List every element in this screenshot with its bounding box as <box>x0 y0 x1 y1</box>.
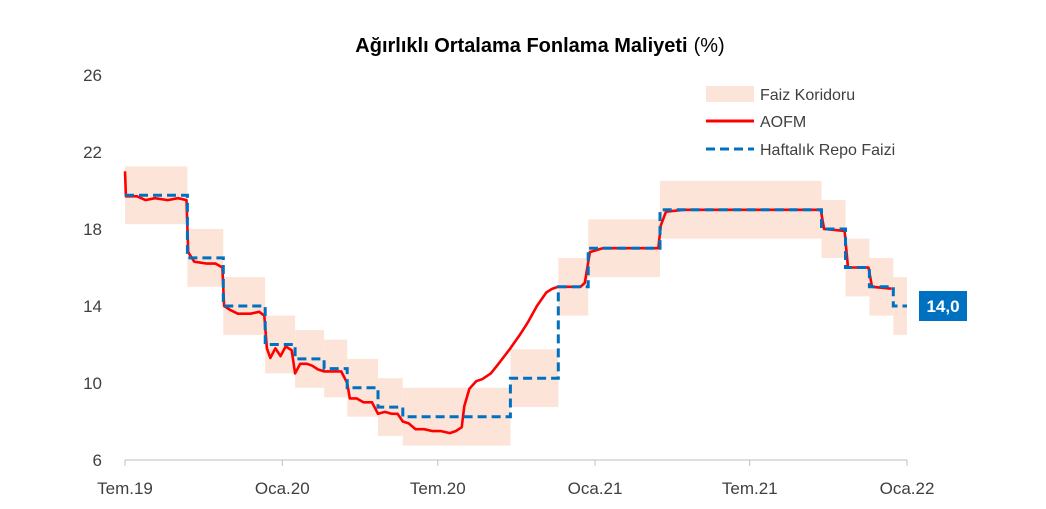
axes: 6 10 14 18 22 26 Tem.19 Oca.20 Tem.20 Oca.21 Tem.2… <box>83 66 934 498</box>
y-tick-label-1: 10 <box>83 374 102 393</box>
chart-title: Ağırlıklı Ortalama Fonlama Maliyeti (%) <box>355 35 724 57</box>
corridor-band-10 <box>510 349 559 408</box>
legend-label-aofm: AOFM <box>760 114 806 131</box>
legend-label-repo: Haftalık Repo Faizi <box>760 142 895 159</box>
y-tick-label-5: 26 <box>83 66 102 85</box>
x-tick-label-3: Oca.21 <box>568 479 623 498</box>
legend-swatch-corridor <box>706 86 754 102</box>
corridor-band-17 <box>893 277 907 335</box>
chart-title-unit: (%) <box>694 35 725 57</box>
end-value-badge-label: 14,0 <box>926 297 959 316</box>
corridor-band-1 <box>145 166 188 225</box>
x-tick-label-0: Tem.19 <box>97 479 153 498</box>
y-tick-label-0: 6 <box>93 451 102 470</box>
aofm-line <box>123 171 892 435</box>
x-tick-label-4: Tem.21 <box>722 479 778 498</box>
x-tick-label-1: Oca.20 <box>255 479 310 498</box>
legend: Faiz Koridoru AOFM Haftalık Repo Faizi <box>706 86 895 159</box>
x-tick-label-5: Oca.22 <box>880 479 935 498</box>
end-value-badge-box <box>919 291 967 321</box>
series-lines <box>123 171 907 435</box>
chart-title-main: Ağırlıklı Ortalama Fonlama Maliyeti <box>355 35 687 57</box>
y-tick-label-4: 22 <box>83 143 102 162</box>
end-value-badge: 14,0 <box>919 291 967 321</box>
y-tick-label-3: 18 <box>83 220 102 239</box>
legend-label-corridor: Faiz Koridoru <box>760 87 855 104</box>
repo-rate-line <box>125 193 907 419</box>
y-tick-label-2: 14 <box>83 297 102 316</box>
x-tick-label-2: Tem.20 <box>410 479 466 498</box>
